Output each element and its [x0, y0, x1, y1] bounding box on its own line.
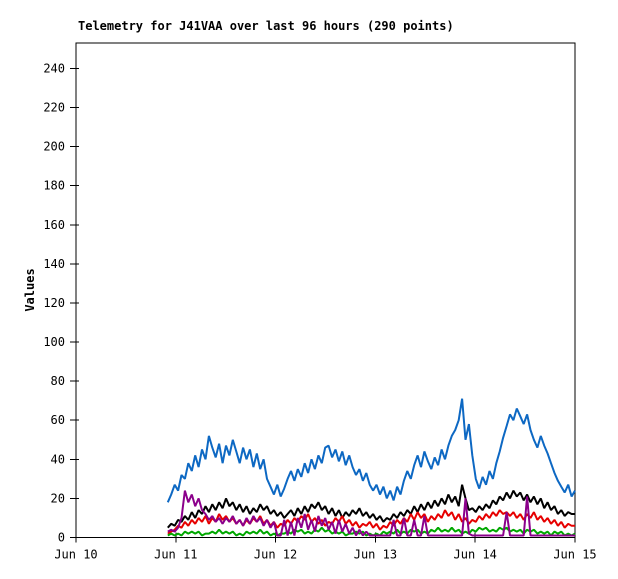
y-tick-label: 60: [51, 413, 65, 427]
x-tick-label: Jun 13: [354, 548, 397, 562]
series-channel-2-line: [167, 484, 575, 529]
chart-title: Telemetry for J41VAA over last 96 hours …: [78, 19, 454, 33]
y-tick-label: 40: [51, 452, 65, 466]
y-tick-label: 180: [43, 179, 65, 193]
y-tick-label: 120: [43, 296, 65, 310]
y-tick-label: 80: [51, 374, 65, 388]
y-tick-label: 240: [43, 61, 65, 75]
y-tick-label: 140: [43, 257, 65, 271]
series-channel-4-line: [167, 526, 576, 537]
x-tick-label: Jun 12: [254, 548, 297, 562]
y-tick-label: 0: [58, 531, 65, 545]
series-channel-5-line: [167, 490, 575, 537]
y-tick-label: 100: [43, 335, 65, 349]
series-channel-1-line: [166, 398, 576, 503]
x-tick-label: Jun 11: [154, 548, 197, 562]
x-tick-label: Jun 10: [54, 548, 97, 562]
x-tick-label: Jun 14: [454, 548, 497, 562]
y-tick-label: 20: [51, 491, 65, 505]
plot-border: [75, 42, 576, 538]
y-tick-label: 200: [43, 140, 65, 154]
y-tick-label: 220: [43, 101, 65, 115]
x-tick-label: Jun 15: [553, 548, 596, 562]
y-tick-label: 160: [43, 218, 65, 232]
